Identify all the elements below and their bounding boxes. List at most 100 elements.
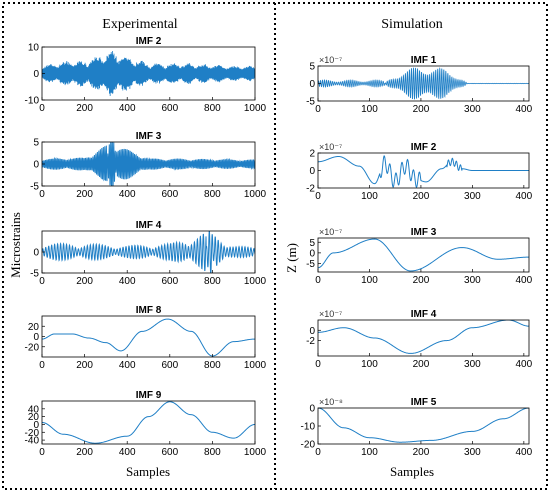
left-panel-title: Experimental [102, 17, 178, 32]
x-tick-label-4-3: 600 [161, 447, 178, 458]
subplot-title-9: IMF 5 [411, 397, 437, 408]
x-tick-label-4-4: 800 [204, 447, 221, 458]
x-tick-label-5-2: 200 [413, 104, 430, 115]
y-tick-label-4-0: 40 [28, 404, 40, 415]
y-tick-label-4-4: -40 [25, 436, 40, 447]
x-tick-label-3-0: 0 [39, 360, 45, 371]
x-tick-label-6-1: 100 [361, 191, 378, 202]
y-tick-label-4-3: -20 [25, 428, 40, 439]
exponent-label-9: ×10⁻⁸ [319, 397, 343, 407]
exponent-label-7: ×10⁻⁷ [319, 227, 342, 237]
y-tick-label-3-1: 0 [33, 332, 39, 343]
x-tick-label-6-4: 400 [516, 191, 533, 202]
series-line-5 [318, 67, 529, 100]
y-tick-label-7-1: 0 [309, 248, 315, 259]
subplot-title-7: IMF 3 [411, 227, 437, 238]
x-tick-label-7-4: 400 [516, 275, 533, 286]
x-tick-label-8-3: 300 [464, 359, 481, 370]
y-tick-label-6-0: 2 [309, 149, 315, 160]
series-line-6 [318, 155, 529, 188]
y-tick-label-7-0: 5 [309, 238, 315, 249]
x-tick-label-7-2: 200 [413, 275, 430, 286]
x-tick-label-3-3: 600 [161, 360, 178, 371]
y-tick-label-0-2: -10 [25, 96, 40, 107]
series-line-1 [42, 142, 255, 186]
x-tick-label-3-5: 1000 [244, 360, 267, 371]
series-line-4 [42, 401, 255, 444]
axes-box-8 [317, 319, 530, 357]
exponent-label-6: ×10⁻⁷ [319, 142, 342, 152]
y-tick-label-1-1: 0 [33, 160, 39, 171]
right-panel-title: Simulation [381, 17, 442, 32]
x-tick-label-8-4: 400 [516, 359, 533, 370]
right-x-axis-label: Samples [390, 464, 434, 479]
left-y-axis-label: Microstrains [8, 212, 23, 278]
x-tick-label-9-2: 200 [413, 447, 430, 458]
y-tick-label-9-1: -10 [301, 422, 316, 433]
y-tick-label-7-2: -5 [306, 259, 315, 270]
series-line-9 [318, 408, 529, 443]
y-tick-label-5-0: 5 [309, 62, 315, 73]
x-tick-label-6-3: 300 [464, 191, 481, 202]
x-tick-label-5-0: 0 [315, 104, 321, 115]
series-line-2 [42, 231, 255, 273]
x-tick-label-6-2: 200 [413, 191, 430, 202]
x-tick-label-0-1: 200 [76, 103, 93, 114]
y-tick-label-8-1: -2 [306, 336, 315, 347]
x-tick-label-2-0: 0 [39, 276, 45, 287]
left-x-axis-label: Samples [126, 464, 170, 479]
x-tick-label-3-2: 400 [119, 360, 136, 371]
x-tick-label-4-0: 0 [39, 447, 45, 458]
series-line-3 [42, 318, 255, 357]
exponent-label-8: ×10⁻⁷ [319, 309, 342, 319]
x-tick-label-8-2: 200 [413, 359, 430, 370]
x-tick-label-1-1: 200 [76, 189, 93, 200]
x-tick-label-2-4: 800 [204, 276, 221, 287]
subplot-title-4: IMF 9 [136, 390, 162, 401]
x-tick-label-9-1: 100 [361, 447, 378, 458]
x-tick-label-7-1: 100 [361, 275, 378, 286]
subplot-title-5: IMF 1 [411, 55, 437, 66]
x-tick-label-9-3: 300 [464, 447, 481, 458]
x-tick-label-9-4: 400 [516, 447, 533, 458]
x-tick-label-8-1: 100 [361, 359, 378, 370]
subplot-title-0: IMF 2 [136, 36, 162, 47]
x-tick-label-0-5: 1000 [244, 103, 267, 114]
y-tick-label-6-2: -2 [306, 184, 315, 195]
x-tick-label-9-0: 0 [315, 447, 321, 458]
subplot-title-6: IMF 2 [411, 142, 437, 153]
exponent-label-5: ×10⁻⁷ [319, 55, 342, 65]
x-tick-label-5-1: 100 [361, 104, 378, 115]
x-tick-label-0-3: 600 [161, 103, 178, 114]
x-tick-label-0-2: 400 [119, 103, 136, 114]
subplot-title-1: IMF 3 [136, 131, 162, 142]
y-tick-label-5-1: 0 [309, 79, 315, 90]
y-tick-label-4-1: 20 [28, 412, 40, 423]
x-tick-label-3-1: 200 [76, 360, 93, 371]
x-tick-label-6-0: 0 [315, 191, 321, 202]
y-tick-label-0-0: 10 [28, 43, 40, 54]
x-tick-label-1-2: 400 [119, 189, 136, 200]
x-tick-label-0-0: 0 [39, 103, 45, 114]
subplot-title-3: IMF 8 [136, 305, 162, 316]
series-line-0 [42, 50, 255, 97]
x-tick-label-7-0: 0 [315, 275, 321, 286]
y-tick-label-2-1: -5 [30, 269, 39, 280]
y-tick-label-0-1: 0 [33, 69, 39, 80]
y-tick-label-1-2: -5 [30, 182, 39, 193]
series-line-7 [318, 238, 529, 272]
x-tick-label-7-3: 300 [464, 275, 481, 286]
y-tick-label-2-0: 0 [33, 248, 39, 259]
y-tick-label-6-1: 0 [309, 166, 315, 177]
x-tick-label-3-4: 800 [204, 360, 221, 371]
x-tick-label-0-4: 800 [204, 103, 221, 114]
y-tick-label-5-2: -5 [306, 97, 315, 108]
